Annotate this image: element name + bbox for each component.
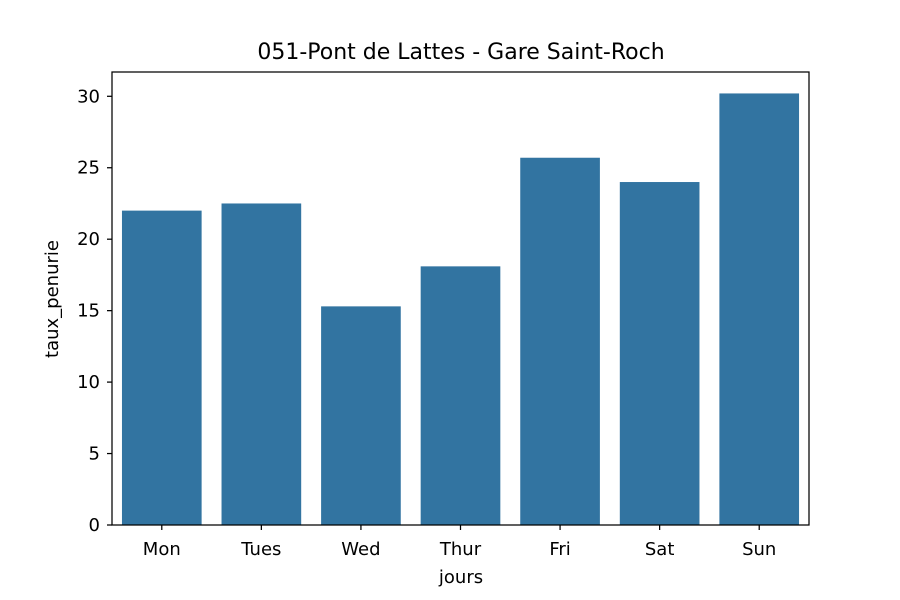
- x-tick-label: Sat: [645, 539, 675, 560]
- plot-area-border: [111, 71, 810, 526]
- y-axis-label: taux_penurie: [42, 240, 63, 358]
- bar-wed: [321, 306, 401, 525]
- x-tick-label: Sun: [742, 539, 776, 560]
- x-tick-label: Wed: [341, 539, 380, 560]
- y-tick-label: 15: [77, 301, 100, 322]
- chart-title: 051-Pont de Lattes - Gare Saint-Roch: [257, 40, 664, 65]
- y-axis-ticks: 0 5 10 15 20 25 30: [77, 86, 112, 536]
- bars-group: [121, 93, 800, 526]
- x-tick-label: Mon: [143, 539, 181, 560]
- y-tick-label: 5: [89, 444, 100, 465]
- plot-frame: [111, 71, 810, 526]
- y-tick-label: 0: [89, 515, 100, 536]
- y-tick-label: 30: [77, 86, 100, 107]
- bar-tues: [221, 203, 302, 525]
- x-axis-label: jours: [438, 567, 483, 588]
- bar-sun: [719, 93, 800, 525]
- bar-mon: [121, 210, 202, 525]
- x-tick-label: Thur: [439, 539, 482, 560]
- y-tick-label: 10: [77, 372, 100, 393]
- x-axis-ticks: Mon Tues Wed Thur Fri Sat Sun: [143, 525, 776, 560]
- y-tick-label: 20: [77, 229, 100, 250]
- bar-sat: [619, 182, 700, 525]
- bar-fri: [520, 157, 600, 526]
- x-tick-label: Tues: [240, 539, 281, 560]
- x-tick-label: Fri: [549, 539, 570, 560]
- bar-thur: [420, 266, 501, 525]
- y-tick-label: 25: [77, 158, 100, 179]
